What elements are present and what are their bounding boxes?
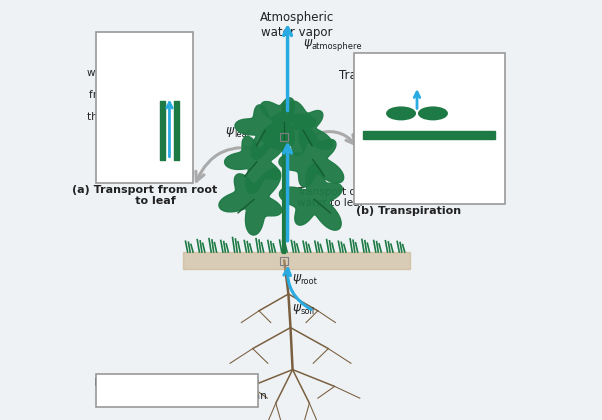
Polygon shape (219, 169, 282, 235)
Text: leaf: leaf (431, 120, 445, 129)
Ellipse shape (386, 107, 415, 120)
Text: For the flow of: For the flow of (95, 46, 170, 56)
Text: soil.: soil. (229, 395, 245, 404)
Polygon shape (279, 127, 344, 187)
Ellipse shape (418, 107, 447, 120)
Text: leaf.: leaf. (447, 178, 464, 187)
Text: Atmospheric
water vapor: Atmospheric water vapor (259, 10, 334, 39)
Text: $\psi$: $\psi$ (423, 72, 433, 84)
Text: $\psi$: $\psi$ (222, 391, 231, 404)
Text: atmosphere: atmosphere (431, 78, 477, 87)
Polygon shape (261, 98, 315, 146)
Text: $\psi$: $\psi$ (303, 37, 314, 51)
Text: $\psi$: $\psi$ (423, 118, 433, 130)
Text: than ψ root.: than ψ root. (102, 155, 164, 165)
Text: $\psi$: $\psi$ (141, 391, 150, 404)
Text: water to continue: water to continue (87, 68, 179, 78)
Text: (a) Transport from root
      to leaf: (a) Transport from root to leaf (72, 185, 217, 206)
Text: For soil water to be taken up by: For soil water to be taken up by (94, 378, 259, 388)
Text: roots,: roots, (125, 391, 158, 402)
Text: atmosphere: atmosphere (409, 160, 455, 169)
Text: H₂O: H₂O (414, 60, 444, 74)
Text: from the roots to: from the roots to (88, 90, 177, 100)
Bar (184, 252, 410, 269)
Text: soil: soil (300, 307, 314, 316)
Text: atmosphere: atmosphere (311, 42, 362, 51)
Text: must be lower than: must be lower than (378, 166, 480, 176)
Polygon shape (273, 101, 332, 155)
Text: root: root (148, 395, 164, 404)
Text: $\psi$: $\psi$ (402, 158, 411, 170)
Text: must be lower than: must be lower than (162, 391, 270, 402)
Polygon shape (235, 105, 294, 159)
Bar (353, 52, 504, 204)
Text: $\psi$: $\psi$ (292, 302, 302, 316)
Text: Transport of
water to leaf: Transport of water to leaf (297, 186, 363, 208)
Text: Transpiration: Transpiration (339, 69, 416, 82)
Text: (b) Transpiration: (b) Transpiration (356, 206, 461, 216)
Text: $\psi$: $\psi$ (225, 125, 236, 139)
Text: root: root (300, 277, 317, 286)
Text: must be lower: must be lower (96, 134, 170, 144)
Bar (280, 257, 288, 265)
Bar (363, 131, 495, 139)
Text: For transpiration to occur,: For transpiration to occur, (361, 145, 497, 155)
Polygon shape (225, 136, 285, 194)
Text: $\psi$: $\psi$ (292, 272, 302, 286)
Bar (96, 374, 258, 407)
Bar (96, 32, 193, 183)
Text: $\psi$: $\psi$ (439, 176, 449, 188)
Text: the leaves, ψ leaf: the leaves, ψ leaf (87, 112, 178, 122)
Bar (280, 133, 288, 141)
Text: leaf: leaf (235, 130, 250, 139)
Polygon shape (279, 164, 343, 230)
